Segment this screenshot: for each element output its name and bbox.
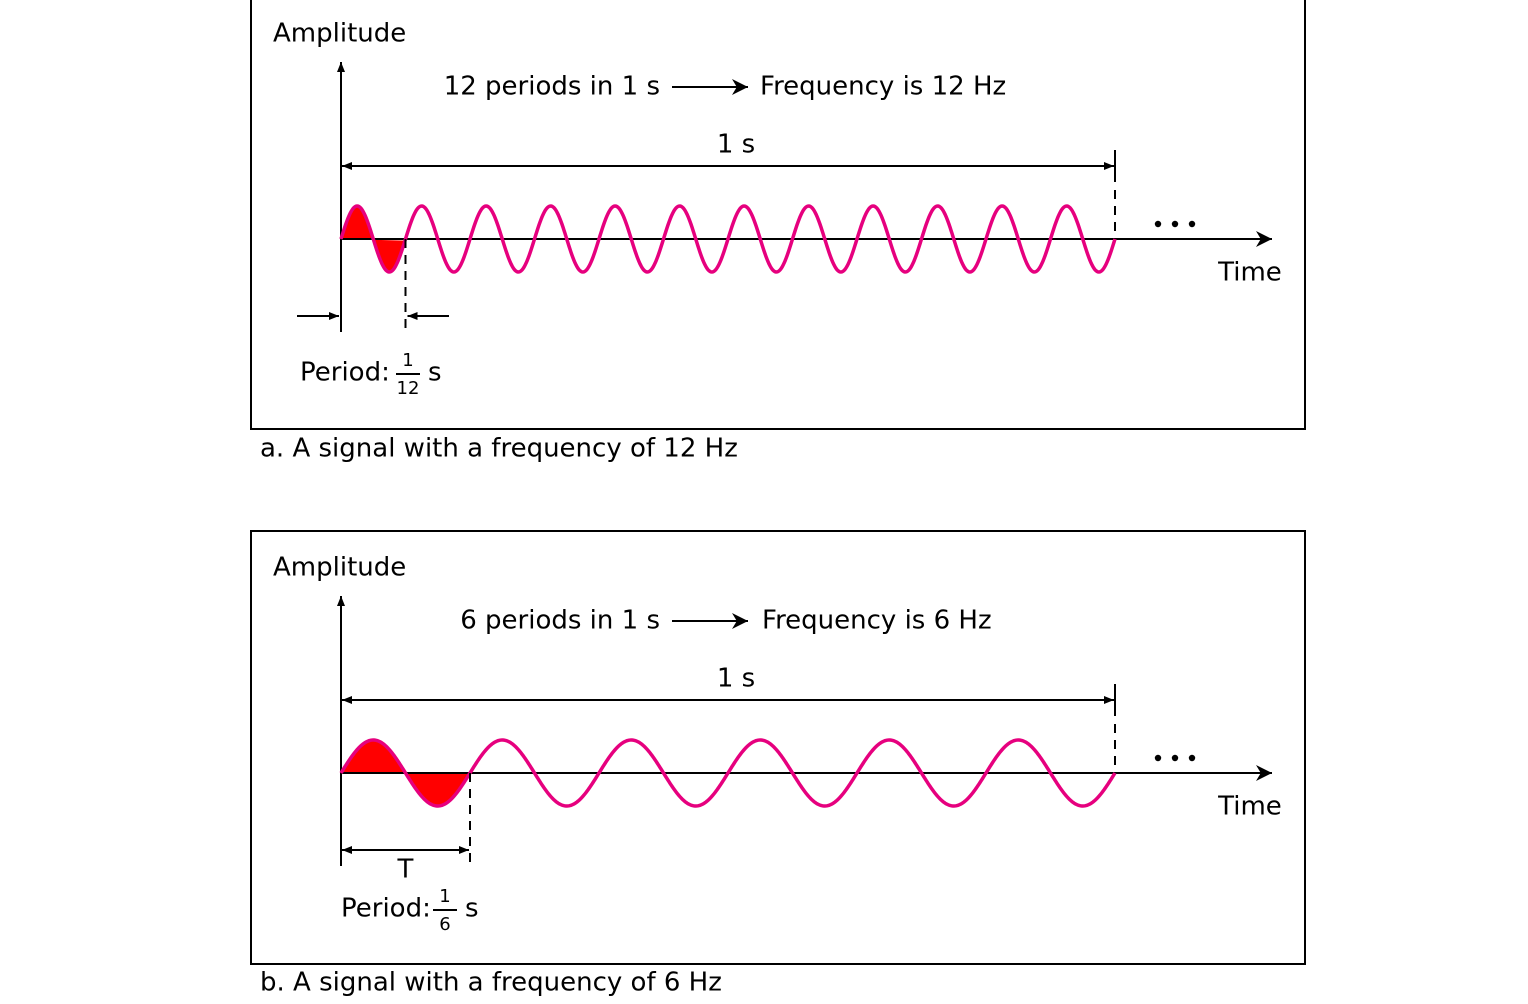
period-denominator: 6 bbox=[439, 914, 450, 935]
ellipsis-dot bbox=[1188, 220, 1196, 228]
period-denominator: 12 bbox=[397, 378, 420, 399]
caption: b. A signal with a frequency of 6 Hz bbox=[260, 968, 722, 998]
period-numerator: 1 bbox=[402, 350, 413, 371]
frequency-text: Frequency is 6 Hz bbox=[762, 606, 992, 636]
rate-text: 12 periods in 1 s bbox=[444, 72, 660, 102]
frequency-text: Frequency is 12 Hz bbox=[760, 72, 1006, 102]
time-label: Time bbox=[1217, 258, 1282, 288]
amplitude-label: Amplitude bbox=[273, 19, 406, 49]
period-label: Period: bbox=[341, 894, 431, 924]
amplitude-label: Amplitude bbox=[273, 553, 406, 583]
signal-wave bbox=[339, 204, 1117, 274]
panel: Amplitude 12 periods in 1 s Frequency is 1… bbox=[250, 0, 1306, 464]
panel-frame bbox=[250, 530, 1306, 965]
ellipsis-dot bbox=[1154, 754, 1162, 762]
rate-text: 6 periods in 1 s bbox=[460, 606, 660, 636]
duration-label: 1 s bbox=[717, 664, 755, 694]
time-label: Time bbox=[1217, 792, 1282, 822]
ellipsis-dot bbox=[1171, 220, 1179, 228]
panel: Amplitude 6 periods in 1 s Frequency is 6 … bbox=[250, 530, 1306, 998]
period-label: Period: bbox=[300, 358, 390, 388]
ellipsis-dot bbox=[1188, 754, 1196, 762]
duration-label: 1 s bbox=[717, 130, 755, 160]
caption: a. A signal with a frequency of 12 Hz bbox=[260, 434, 738, 464]
ellipsis-dot bbox=[1154, 220, 1162, 228]
period-numerator: 1 bbox=[439, 886, 450, 907]
panel-frame bbox=[250, 0, 1306, 430]
period-symbol: T bbox=[397, 855, 414, 885]
ellipsis-dot bbox=[1171, 754, 1179, 762]
period-unit: s bbox=[465, 894, 479, 924]
period-unit: s bbox=[428, 358, 442, 388]
